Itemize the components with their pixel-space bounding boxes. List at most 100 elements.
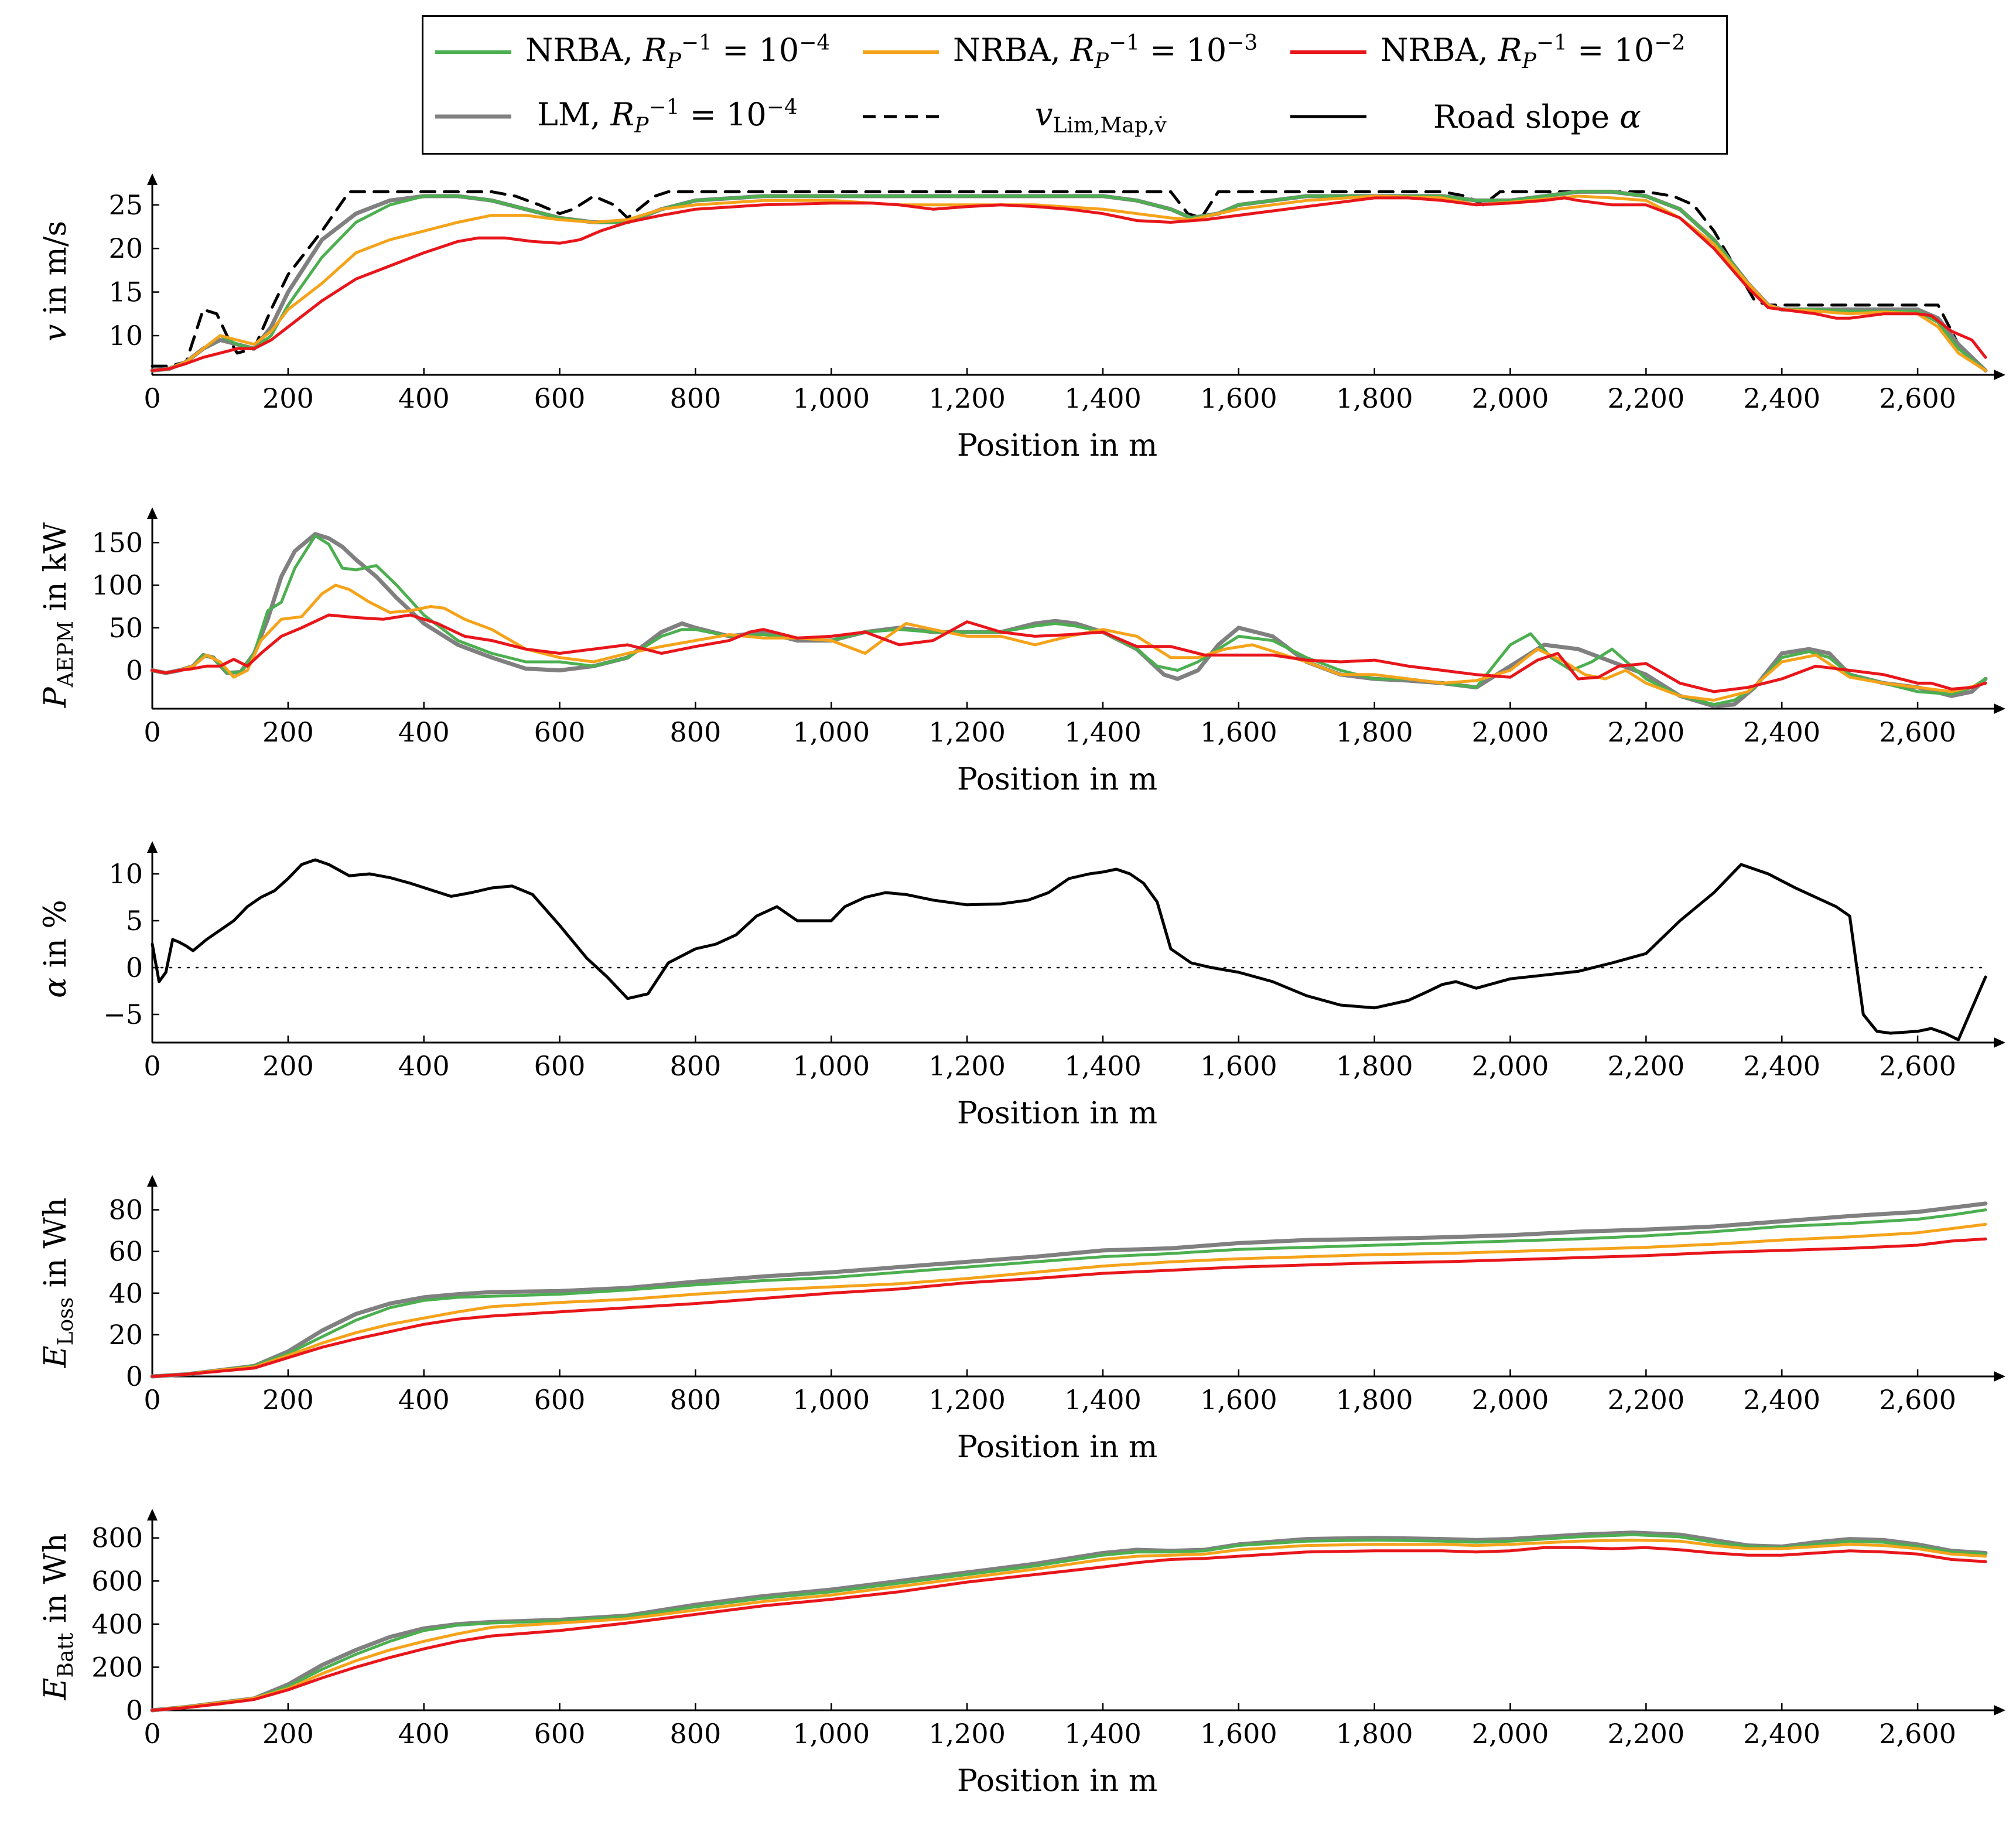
x-axis-arrow [1994, 703, 2005, 714]
x-tick-label: 200 [262, 716, 314, 748]
x-tick-label: 2,200 [1608, 1384, 1685, 1416]
x-tick-label: 2,600 [1879, 1384, 1956, 1416]
series-line-nrba2 [151, 1546, 1987, 1712]
legend-swatch [435, 111, 511, 122]
y-axis-arrow [147, 841, 158, 853]
y-axis-title: v in m/s [38, 221, 73, 341]
legend-swatch [1290, 46, 1366, 58]
x-tick-label: 1,000 [792, 1050, 870, 1082]
y-tick-label: 10 [108, 320, 143, 351]
x-tick-label: 400 [398, 1050, 450, 1082]
x-tick-label: 1,600 [1200, 1718, 1277, 1750]
x-tick-label: 1,600 [1200, 1050, 1277, 1082]
y-tick-label: 0 [126, 655, 143, 686]
y-tick-label: −5 [103, 999, 143, 1030]
x-axis-title: Position in m [957, 1096, 1157, 1131]
x-tick-label: 1,600 [1200, 1384, 1277, 1416]
x-tick-label: 1,200 [928, 1384, 1006, 1416]
legend-item-nrba-4: NRBA, RP−1 = 10−4 [435, 23, 830, 81]
y-axis-title: EBatt in Wh [38, 1533, 78, 1701]
x-tick-label: 400 [398, 1718, 450, 1750]
series-line-slope [151, 858, 1987, 1041]
x-axis-title: Position in m [957, 762, 1157, 797]
x-tick-label: 200 [262, 1718, 314, 1750]
x-tick-label: 200 [262, 1050, 314, 1082]
x-tick-label: 1,400 [1064, 1384, 1142, 1416]
series-line-nrba2 [151, 613, 1987, 693]
x-tick-label: 2,400 [1743, 1050, 1820, 1082]
x-tick-label: 1,200 [928, 1050, 1006, 1082]
x-tick-label: 2,200 [1608, 1050, 1685, 1082]
y-tick-label: 50 [108, 612, 143, 644]
y-tick-label: 150 [91, 527, 143, 558]
x-tick-label: 200 [262, 382, 314, 414]
x-tick-label: 0 [143, 1050, 160, 1082]
y-tick-label: 20 [108, 233, 143, 264]
x-tick-label: 400 [398, 1384, 450, 1416]
series-line-nrba2 [151, 1237, 1987, 1378]
x-tick-label: 1,200 [928, 716, 1006, 748]
x-tick-label: 1,600 [1200, 716, 1277, 748]
y-tick-label: 0 [126, 1361, 143, 1392]
x-tick-label: 1,400 [1064, 1718, 1142, 1750]
series-line-lm4 [150, 1201, 1988, 1379]
x-tick-label: 1,800 [1336, 382, 1413, 414]
x-tick-label: 0 [143, 1384, 160, 1416]
y-axis-title: ELoss in Wh [38, 1198, 78, 1369]
y-tick-label: 40 [108, 1277, 143, 1309]
x-tick-label: 2,000 [1472, 716, 1549, 748]
y-axis-arrow [147, 1175, 158, 1187]
legend-item-road-slope: Road slope α [1290, 87, 1641, 146]
x-tick-label: 2,000 [1472, 1718, 1549, 1750]
y-axis-arrow [147, 173, 158, 185]
x-tick-label: 400 [398, 382, 450, 414]
x-tick-label: 2,200 [1608, 716, 1685, 748]
x-tick-label: 1,400 [1064, 716, 1142, 748]
y-tick-label: 60 [108, 1236, 143, 1267]
y-axis-arrow [147, 507, 158, 519]
x-tick-label: 800 [670, 1718, 722, 1750]
x-tick-label: 400 [398, 716, 450, 748]
series-line-nrba4 [151, 190, 1987, 373]
x-tick-label: 2,600 [1879, 716, 1956, 748]
legend-label: vLim,Map,v̇ [1035, 95, 1167, 138]
x-tick-label: 200 [262, 1384, 314, 1416]
x-tick-label: 800 [670, 716, 722, 748]
legend-label: Road slope α [1433, 98, 1641, 135]
x-tick-label: 0 [143, 1718, 160, 1750]
legend-swatch [863, 46, 939, 58]
legend-swatch [1290, 111, 1366, 122]
x-tick-label: 600 [534, 716, 586, 748]
y-axis-title: PAEPM in kW [38, 522, 78, 708]
x-tick-label: 2,400 [1743, 1384, 1820, 1416]
series-line-nrba3 [151, 194, 1987, 373]
x-tick-label: 2,600 [1879, 1718, 1956, 1750]
x-tick-label: 1,000 [792, 382, 870, 414]
x-tick-label: 2,000 [1472, 1384, 1549, 1416]
x-tick-label: 2,200 [1608, 382, 1685, 414]
legend-label: NRBA, RP−1 = 10−4 [525, 31, 831, 73]
x-tick-label: 1,200 [928, 382, 1006, 414]
y-tick-label: 5 [126, 905, 143, 937]
x-tick-label: 800 [670, 382, 722, 414]
x-tick-label: 1,000 [792, 1718, 870, 1750]
x-tick-label: 0 [143, 382, 160, 414]
x-axis-title: Position in m [957, 1764, 1157, 1799]
x-tick-label: 800 [670, 1384, 722, 1416]
y-tick-label: 80 [108, 1194, 143, 1226]
series-line-nrba3 [151, 1538, 1987, 1712]
x-tick-label: 600 [534, 1718, 586, 1750]
series-line-nrba3 [151, 1222, 1987, 1378]
x-tick-label: 2,600 [1879, 1050, 1956, 1082]
y-tick-label: 0 [126, 952, 143, 983]
legend-label: NRBA, RP−1 = 10−2 [1381, 31, 1686, 73]
legend-item-nrba-3: NRBA, RP−1 = 10−3 [863, 23, 1258, 81]
x-tick-label: 1,400 [1064, 382, 1142, 414]
x-axis-title: Position in m [957, 428, 1157, 463]
x-tick-label: 2,400 [1743, 716, 1820, 748]
legend-label: NRBA, RP−1 = 10−3 [953, 31, 1258, 73]
x-tick-label: 2,400 [1743, 1718, 1820, 1750]
y-axis-title: α in % [38, 900, 73, 998]
x-tick-label: 600 [534, 1050, 586, 1082]
